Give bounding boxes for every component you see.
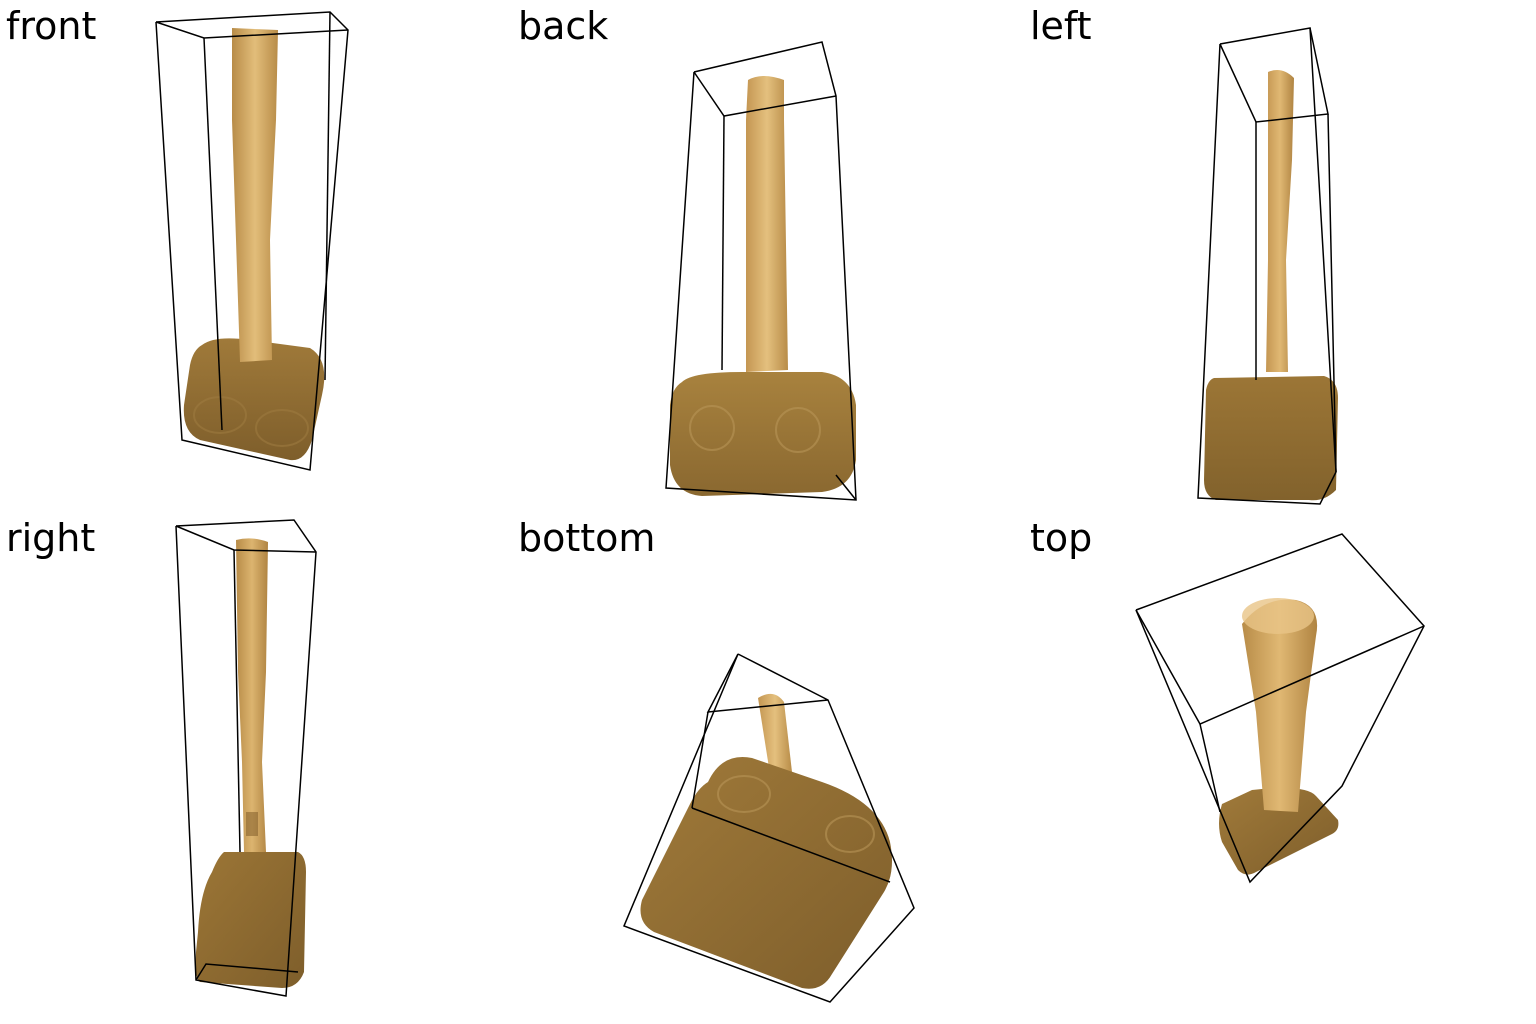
- mallet-handle: [1242, 599, 1318, 812]
- view-panel-front: front: [0, 0, 512, 512]
- mallet-head: [670, 372, 856, 496]
- handle-end-grain: [1242, 598, 1314, 634]
- view-panel-right: right: [0, 512, 512, 1024]
- mallet-render-back: [665, 41, 857, 501]
- mallet-handle: [758, 693, 792, 774]
- mallet-handle: [746, 76, 788, 372]
- view-panel-top: top: [1024, 512, 1536, 1024]
- mallet-head: [1219, 788, 1339, 875]
- mallet-render-right: [175, 519, 317, 997]
- bounding-box: [623, 653, 915, 1003]
- bounding-box: [1197, 27, 1337, 505]
- mallet-handle: [232, 28, 278, 362]
- mallet-head: [1204, 376, 1338, 501]
- view-label: top: [1030, 516, 1093, 560]
- view-panel-back: back: [512, 0, 1024, 512]
- mallet-render-bottom: [623, 653, 915, 1003]
- view-label: bottom: [518, 516, 656, 560]
- mallet-render-front: [155, 11, 349, 471]
- bounding-box: [155, 11, 349, 471]
- mallet-handle: [236, 538, 268, 852]
- view-panel-bottom: bottom: [512, 512, 1024, 1024]
- stamp-mark: [246, 812, 258, 836]
- view-label: left: [1030, 4, 1092, 48]
- mallet-head: [195, 852, 306, 988]
- bounding-box: [175, 519, 317, 997]
- mallet-head: [640, 757, 892, 989]
- mallet-render-top: [1135, 533, 1425, 884]
- view-label: front: [6, 4, 97, 48]
- view-label: back: [518, 4, 609, 48]
- bounding-box: [665, 41, 857, 501]
- mallet-handle: [1266, 70, 1294, 372]
- mallet-render-left: [1197, 27, 1338, 505]
- view-label: right: [6, 516, 96, 560]
- view-panel-left: left: [1024, 0, 1536, 512]
- bounding-box: [1135, 533, 1425, 884]
